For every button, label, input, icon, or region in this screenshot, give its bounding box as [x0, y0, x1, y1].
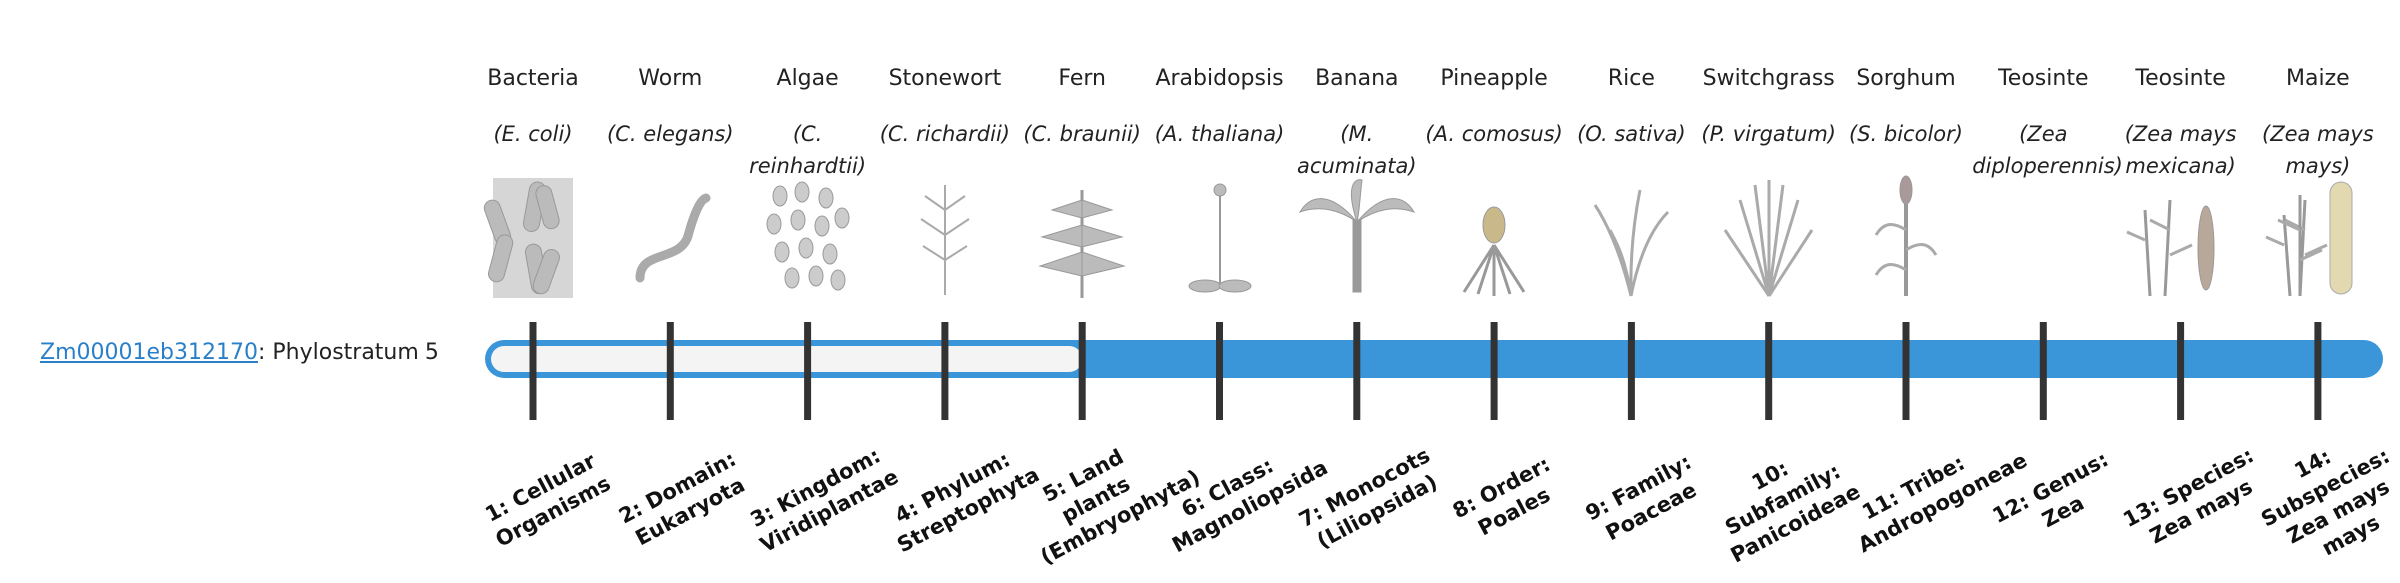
organism-species: (A. thaliana) [1154, 122, 1285, 146]
organism-species: (P. virgatum) [1701, 122, 1836, 146]
icon-maize [2277, 181, 2353, 296]
organism-name: Teosinte [2135, 66, 2226, 91]
icon-pineapple [1462, 206, 1526, 296]
organism-name: Arabidopsis [1155, 66, 1284, 91]
organism-name: Maize [2286, 66, 2350, 91]
icon-worm [635, 193, 711, 283]
organism-name: Fern [1058, 66, 1106, 91]
icon-fern [1038, 190, 1126, 298]
organism-species: (C. braunii) [1023, 122, 1141, 146]
organism-species: (C. reinhardtii) [749, 122, 867, 178]
organism-species: (M. acuminata) [1297, 122, 1417, 178]
gene-label: Zm00001eb312170: Phylostratum 5 [40, 340, 439, 365]
icon-banana [1298, 179, 1416, 293]
organism-species: (Zea mays mays) [2262, 122, 2374, 178]
organism-species: (Zea mays mexicana) [2124, 122, 2237, 178]
organism-species: (A. comosus) [1425, 122, 1563, 146]
organism-icons [483, 175, 2353, 298]
organism-species: (E. coli) [493, 122, 573, 146]
icon-sorghum [1874, 175, 1938, 296]
phylostratum-label: : Phylostratum [257, 340, 419, 365]
icon-algae [766, 181, 850, 291]
organism-name: Switchgrass [1702, 66, 1835, 91]
organism-species: (C. elegans) [607, 122, 734, 146]
icon-teosinte [2126, 199, 2215, 297]
organism-name: Worm [638, 66, 703, 91]
gene-link[interactable]: Zm00001eb312170 [40, 340, 258, 365]
organism-name: Pineapple [1440, 66, 1548, 91]
organism-species: (C. richardii) [879, 122, 1010, 146]
organism-species: (O. sativa) [1577, 122, 1686, 146]
icon-arabidopsis [1188, 183, 1252, 293]
icon-bacteria [483, 178, 573, 298]
icon-rice [1593, 189, 1670, 297]
icon-stonewort [920, 185, 970, 295]
icon-switchgrass [1723, 180, 1814, 297]
organism-name: Teosinte [1998, 66, 2089, 91]
organism-name: Sorghum [1856, 66, 1956, 91]
organism-species: (S. bicolor) [1849, 122, 1963, 146]
organism-name: Bacteria [487, 66, 579, 91]
organism-species: (Zea diploperennis) [1972, 122, 2123, 178]
organism-name: Stonewort [888, 66, 1002, 91]
organism-name: Banana [1315, 66, 1399, 91]
phylostratum-value: 5 [424, 340, 439, 365]
bar-unfilled [491, 346, 1083, 372]
organism-name: Algae [776, 66, 839, 91]
organism-name: Rice [1607, 66, 1655, 91]
